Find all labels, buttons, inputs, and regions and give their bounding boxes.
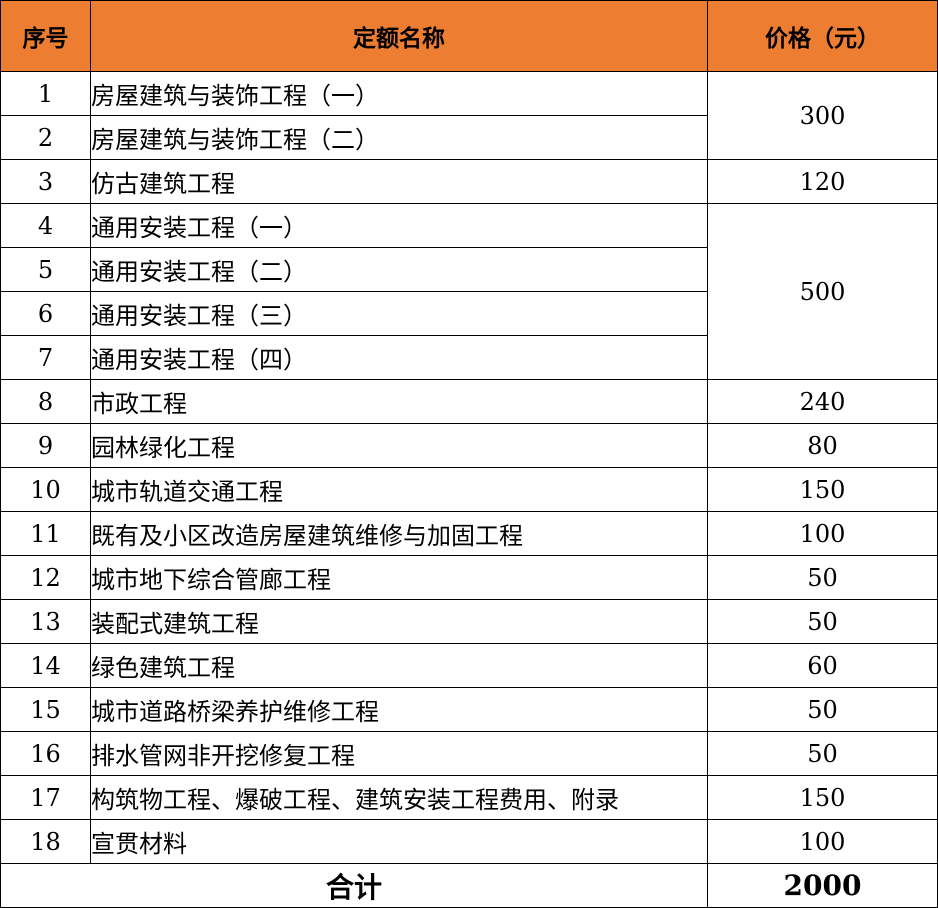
row-index: 2 <box>0 115 91 160</box>
row-index: 12 <box>0 555 91 600</box>
row-price: 100 <box>707 511 938 556</box>
total-row: 合计 2000 <box>0 863 938 908</box>
table-body: 1 房屋建筑与装饰工程（一） 300 2 房屋建筑与装饰工程（二） 3 仿古建筑… <box>0 71 938 908</box>
table-row: 14 绿色建筑工程 60 <box>0 643 938 688</box>
table-row: 3 仿古建筑工程 120 <box>0 159 938 204</box>
row-index: 17 <box>0 775 91 820</box>
row-price: 120 <box>707 159 938 204</box>
row-index: 1 <box>0 71 91 116</box>
row-index: 13 <box>0 599 91 644</box>
row-index: 18 <box>0 819 91 864</box>
table-row: 18 宣贯材料 100 <box>0 819 938 864</box>
row-name: 城市道路桥梁养护维修工程 <box>90 687 708 732</box>
row-name: 通用安装工程（三） <box>90 291 708 336</box>
row-index: 5 <box>0 247 91 292</box>
row-price: 80 <box>707 423 938 468</box>
row-index: 7 <box>0 335 91 380</box>
row-price: 50 <box>707 599 938 644</box>
row-index: 10 <box>0 467 91 512</box>
table-row: 8 市政工程 240 <box>0 379 938 424</box>
table-row: 4 通用安装工程（一） 500 <box>0 203 938 380</box>
row-index: 8 <box>0 379 91 424</box>
table-row: 17 构筑物工程、爆破工程、建筑安装工程费用、附录 150 <box>0 775 938 820</box>
row-name: 既有及小区改造房屋建筑维修与加固工程 <box>90 511 708 556</box>
table-row: 2 房屋建筑与装饰工程（二） <box>0 115 938 160</box>
row-name: 园林绿化工程 <box>90 423 708 468</box>
row-name: 排水管网非开挖修复工程 <box>90 731 708 776</box>
table-row: 9 园林绿化工程 80 <box>0 423 938 468</box>
row-price: 150 <box>707 775 938 820</box>
row-price: 50 <box>707 555 938 600</box>
table-row: 15 城市道路桥梁养护维修工程 50 <box>0 687 938 732</box>
row-price: 300 <box>707 71 938 160</box>
row-price: 50 <box>707 687 938 732</box>
row-index: 3 <box>0 159 91 204</box>
row-name: 通用安装工程（二） <box>90 247 708 292</box>
total-label: 合计 <box>0 863 708 908</box>
row-index: 15 <box>0 687 91 732</box>
header-row: 序号 定额名称 价格（元） <box>0 0 938 72</box>
row-name: 装配式建筑工程 <box>90 599 708 644</box>
table-row: 1 房屋建筑与装饰工程（一） 300 <box>0 71 938 160</box>
row-price: 240 <box>707 379 938 424</box>
total-value: 2000 <box>707 863 938 908</box>
table-row: 13 装配式建筑工程 50 <box>0 599 938 644</box>
row-price: 150 <box>707 467 938 512</box>
row-index: 4 <box>0 203 91 248</box>
header-name: 定额名称 <box>90 0 708 72</box>
table-row: 5 通用安装工程（二） <box>0 247 938 292</box>
table-row: 10 城市轨道交通工程 150 <box>0 467 938 512</box>
row-price: 100 <box>707 819 938 864</box>
row-name: 城市轨道交通工程 <box>90 467 708 512</box>
table-row: 16 排水管网非开挖修复工程 50 <box>0 731 938 776</box>
row-index: 14 <box>0 643 91 688</box>
row-name: 通用安装工程（四） <box>90 335 708 380</box>
header-index: 序号 <box>0 0 91 72</box>
row-name: 宣贯材料 <box>90 819 708 864</box>
table-header: 序号 定额名称 价格（元） <box>0 0 938 72</box>
row-price: 50 <box>707 731 938 776</box>
row-index: 6 <box>0 291 91 336</box>
row-name: 仿古建筑工程 <box>90 159 708 204</box>
row-name: 市政工程 <box>90 379 708 424</box>
row-price: 500 <box>707 203 938 380</box>
row-name: 房屋建筑与装饰工程（二） <box>90 115 708 160</box>
row-index: 11 <box>0 511 91 556</box>
row-index: 16 <box>0 731 91 776</box>
row-name: 绿色建筑工程 <box>90 643 708 688</box>
header-price: 价格（元） <box>707 0 938 72</box>
table-row: 11 既有及小区改造房屋建筑维修与加固工程 100 <box>0 511 938 556</box>
row-index: 9 <box>0 423 91 468</box>
row-name: 城市地下综合管廊工程 <box>90 555 708 600</box>
table-row: 12 城市地下综合管廊工程 50 <box>0 555 938 600</box>
row-name: 通用安装工程（一） <box>90 203 708 248</box>
row-name: 房屋建筑与装饰工程（一） <box>90 71 708 116</box>
row-price: 60 <box>707 643 938 688</box>
row-name: 构筑物工程、爆破工程、建筑安装工程费用、附录 <box>90 775 708 820</box>
